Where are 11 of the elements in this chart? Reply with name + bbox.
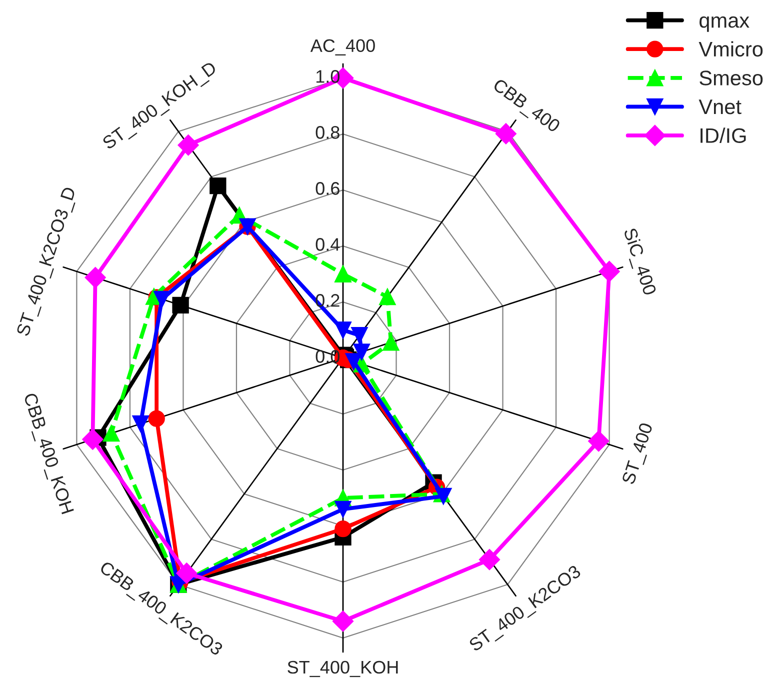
legend-label: Vnet	[698, 100, 742, 114]
y-tick-label: 0.4	[316, 238, 340, 251]
legend-label: Vmicro	[698, 41, 763, 57]
spoke-label: ST_400_KOH	[288, 660, 398, 678]
spoke-label: ST_400	[622, 422, 656, 486]
y-tick-label: 0.8	[316, 126, 340, 139]
y-tick-label: 0.6	[316, 182, 340, 195]
legend-label: qmax	[700, 16, 750, 32]
spoke-label: AC_400	[310, 39, 375, 56]
legend-label: ID/IG	[700, 128, 746, 143]
legend-label: Smeso	[700, 70, 763, 86]
